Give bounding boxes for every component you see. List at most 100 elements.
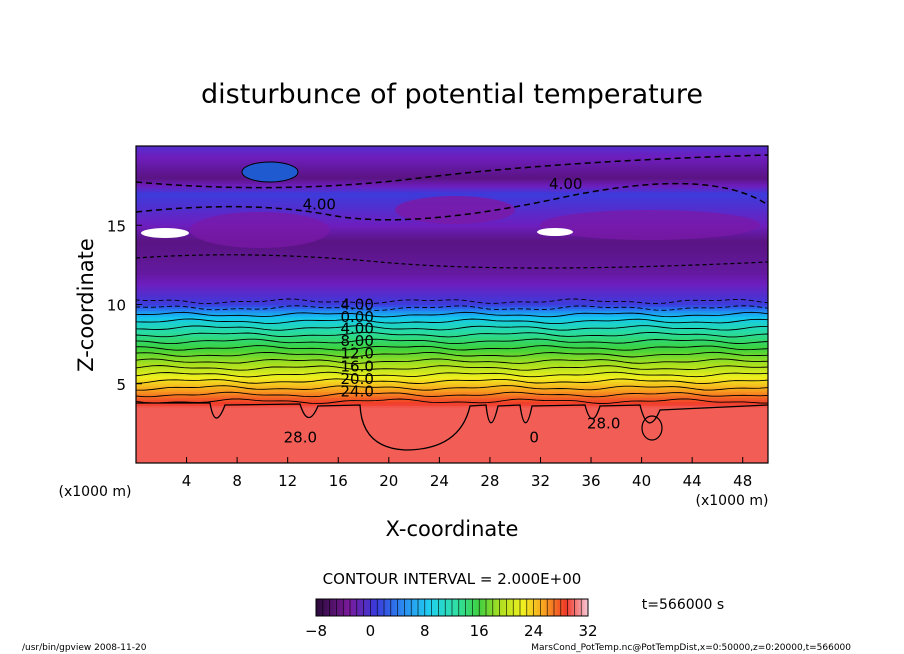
field-band [136, 395, 768, 399]
contour-line [136, 391, 768, 398]
field-band [136, 343, 768, 347]
field-band [136, 448, 768, 452]
field-band [136, 169, 768, 173]
time-label: t=566000 s [642, 597, 724, 613]
field-band [136, 254, 768, 258]
contour-label: 4.00 [303, 196, 336, 214]
field-feature [537, 228, 573, 236]
x-tick-label: 12 [278, 472, 297, 490]
field-band [136, 238, 768, 242]
field-band [136, 325, 768, 329]
colorbar-tick-label: 8 [420, 622, 430, 640]
field-band [136, 446, 768, 450]
field-band [136, 248, 768, 252]
contour-label: 8.00 [340, 332, 373, 350]
field-band [136, 191, 768, 195]
field-band [136, 369, 768, 373]
field-band [136, 432, 768, 436]
field-band [136, 185, 768, 189]
field-band [136, 171, 768, 175]
colorbar-tick-label: 32 [578, 622, 597, 640]
field-band [136, 167, 768, 171]
field-band [136, 450, 768, 454]
colorbar-stripes [315, 599, 589, 616]
field-band [136, 305, 768, 309]
field-band [136, 286, 768, 290]
field-band [136, 313, 768, 317]
field-band [136, 412, 768, 416]
field-band [136, 397, 768, 401]
field-band [136, 337, 768, 341]
plot-area: 28.0 028.024.020.016.012.08.004.000.004.0… [107, 145, 769, 490]
field-band [136, 258, 768, 262]
contour-line [136, 358, 768, 364]
heatmap-features [136, 154, 768, 451]
field-band [136, 181, 768, 185]
field-band [136, 230, 768, 234]
contour-label: 0.00 [340, 308, 373, 326]
x-unit-label: (x1000 m) [696, 493, 769, 509]
field-band [136, 409, 768, 412]
field-band [136, 458, 768, 462]
field-band [136, 284, 768, 288]
field-band [136, 262, 768, 266]
field-band [136, 393, 768, 397]
field-band [136, 438, 768, 442]
colorbar-tick-label: −8 [305, 622, 327, 640]
x-ticks: 4 8 12 16 20 24 28 32 36 40 44 48 [182, 457, 752, 490]
field-band [136, 416, 768, 420]
contour-line [136, 331, 768, 338]
field-band [136, 304, 768, 307]
field-band [136, 359, 768, 363]
colorbar-tick-label: 0 [366, 622, 376, 640]
field-band [136, 375, 768, 379]
field-band [136, 430, 768, 434]
colorbar-tick-label: 16 [470, 622, 489, 640]
field-band [136, 399, 768, 403]
field-band [136, 189, 768, 193]
field-band [136, 367, 768, 371]
field-band [136, 383, 768, 387]
x-tick-label: 32 [531, 472, 550, 490]
field-band [136, 373, 768, 377]
field-band [136, 252, 768, 256]
field-band [136, 407, 768, 411]
field-band [136, 163, 768, 167]
field-band [136, 272, 768, 276]
field-band [136, 155, 768, 159]
field-band [136, 387, 768, 391]
field-band [136, 242, 768, 246]
field-band [136, 300, 768, 304]
field-band [136, 298, 768, 302]
field-band [136, 428, 768, 432]
field-band [136, 454, 768, 458]
field-band [136, 274, 768, 278]
field-band [136, 365, 768, 369]
field-band [136, 331, 768, 335]
contour-label: 0 [529, 429, 539, 447]
y-tick-label: 15 [107, 217, 126, 235]
field-band [136, 333, 768, 337]
footer-left: /usr/bin/gpview 2008-11-20 [22, 643, 147, 653]
field-band [136, 232, 768, 236]
field-band [136, 436, 768, 440]
field-band [136, 321, 768, 325]
field-band [136, 149, 768, 153]
contour-line [136, 298, 768, 305]
chart-title: disturbunce of potential temperature [201, 79, 703, 110]
field-band [136, 294, 768, 298]
field-band [136, 442, 768, 446]
field-band [136, 173, 768, 177]
field-band [136, 323, 768, 327]
field-band [136, 292, 768, 296]
contour-dashed [136, 182, 768, 221]
field-band [136, 270, 768, 274]
field-band [136, 175, 768, 179]
field-band [136, 236, 768, 240]
field-band [136, 146, 768, 149]
field-band [136, 183, 768, 187]
field-band [136, 266, 768, 270]
field-band [136, 309, 768, 313]
field-band [136, 151, 768, 155]
contour-line [136, 325, 768, 331]
